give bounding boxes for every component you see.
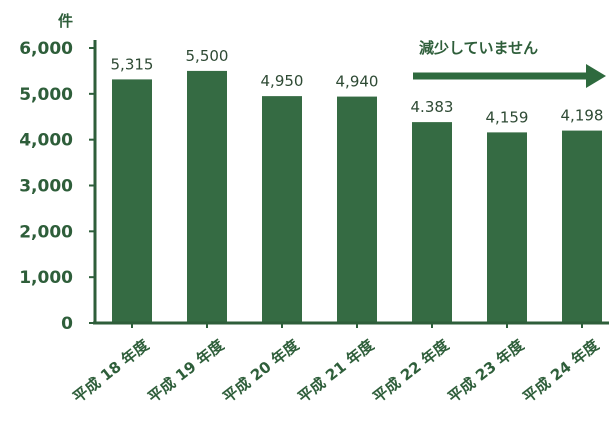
x-tick-label: 平成 18 年度 bbox=[69, 335, 153, 406]
bar bbox=[262, 96, 302, 323]
x-tick-label: 平成 22 年度 bbox=[369, 335, 453, 406]
trend-arrow-head bbox=[586, 64, 606, 88]
bars bbox=[112, 70, 602, 324]
bar bbox=[562, 130, 602, 323]
data-label: 5,500 bbox=[186, 47, 229, 65]
bar bbox=[187, 70, 227, 324]
data-label: 4,940 bbox=[336, 73, 379, 91]
x-tick-label: 平成 21 年度 bbox=[294, 335, 378, 406]
y-tick-label: 4,000 bbox=[19, 131, 73, 151]
y-axis: 0 1,000 2,000 3,000 4,000 5,000 6,000 bbox=[19, 39, 97, 334]
bar bbox=[112, 79, 152, 323]
bar bbox=[487, 132, 527, 323]
y-tick-label: 1,000 bbox=[19, 268, 73, 288]
data-label: 4.383 bbox=[411, 98, 454, 116]
data-label: 5,315 bbox=[111, 55, 154, 73]
data-labels: 5,315 5,500 4,950 4,940 4.383 4,159 4,198 bbox=[111, 47, 604, 126]
y-tick-label: 0 bbox=[61, 314, 73, 334]
x-tick-label: 平成 19 年度 bbox=[144, 335, 228, 406]
y-tick-label: 6,000 bbox=[19, 39, 73, 59]
x-tick-label: 平成 24 年度 bbox=[519, 335, 603, 406]
y-tick-label: 3,000 bbox=[19, 177, 73, 197]
y-tick-label: 2,000 bbox=[19, 222, 73, 242]
data-label: 4,950 bbox=[261, 72, 304, 90]
bar bbox=[337, 96, 377, 323]
data-label: 4,198 bbox=[561, 107, 604, 125]
y-unit-label: 件 bbox=[58, 12, 73, 30]
x-tick-label: 平成 20 年度 bbox=[219, 335, 303, 406]
x-tick-label: 平成 23 年度 bbox=[444, 335, 528, 406]
y-tick-label: 5,000 bbox=[19, 85, 73, 105]
data-label: 4,159 bbox=[486, 108, 529, 126]
trend-annotation: 減少していません bbox=[413, 39, 606, 88]
bar bbox=[412, 122, 452, 323]
trend-annotation-text: 減少していません bbox=[419, 39, 538, 57]
